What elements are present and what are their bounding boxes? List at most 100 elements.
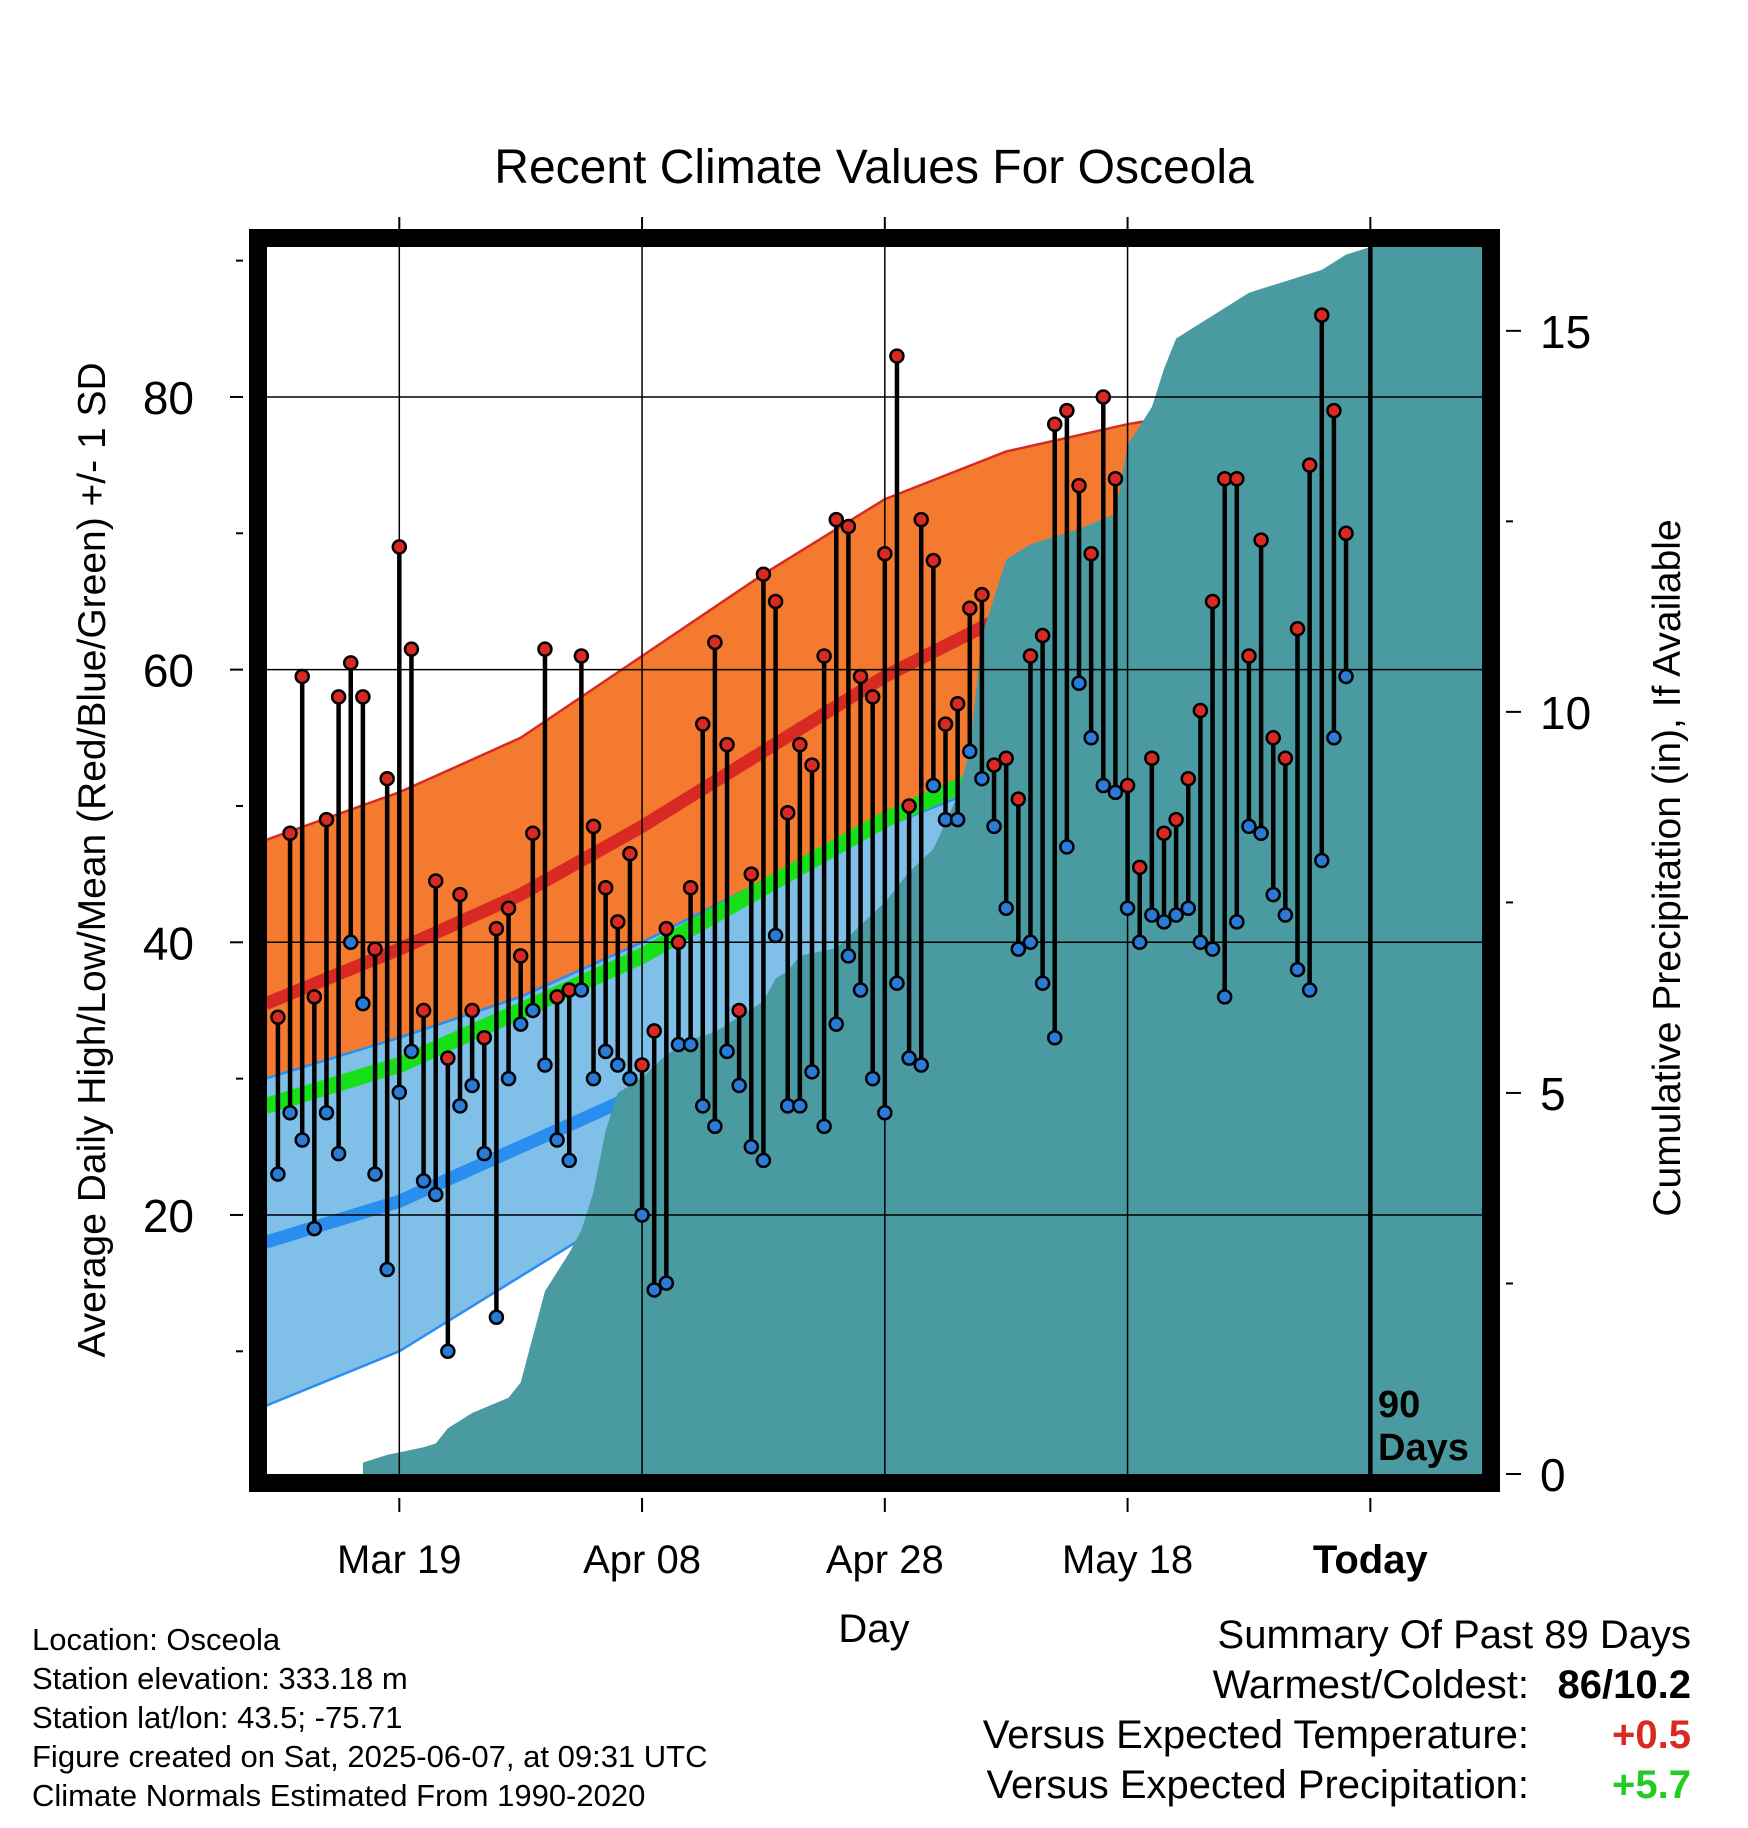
x-tick-label: Mar 19 [337,1538,462,1582]
daily-high-point [330,689,347,705]
x-tick-label: May 18 [1062,1538,1193,1582]
warm-cold-value: 86/10.2 [1557,1663,1691,1707]
daily-low-point [403,1043,420,1060]
plot-area [267,247,1482,1474]
y-tick-label: 40 [143,917,194,969]
elevation-text: Station elevation: 333.18 m [32,1661,408,1696]
temp-vs-expected-value: +0.5 [1612,1713,1691,1757]
daily-high-point [646,1023,662,1039]
daily-high-point [913,511,929,528]
daily-low-point [1253,825,1269,841]
daily-low-point [986,818,1002,835]
daily-low-point [537,1057,553,1073]
daily-high-point [573,648,590,664]
summary-panel: Summary Of Past 89 Days Warmest/Coldest:… [983,1610,1691,1810]
plot-frame [249,229,1500,1492]
daily-high-point [355,689,371,705]
daily-low-point [864,1070,881,1087]
created-text: Figure created on Sat, 2025-06-07, at 09… [32,1739,708,1774]
daily-low-point [1180,900,1197,916]
daily-low-point [925,777,942,794]
daily-low-point [767,927,784,944]
daily-high-point [1095,389,1112,405]
daily-high-point [549,989,565,1005]
daily-low-point [852,982,869,998]
daily-low-point [707,1118,723,1135]
daily-low-point [379,1261,395,1278]
summary-title: Summary Of Past 89 Days [1217,1613,1691,1657]
daily-high-point [1204,593,1221,610]
daily-high-point [306,989,323,1005]
daily-high-point [755,566,772,582]
daily-high-point [1071,477,1087,494]
daily-low-point [452,1098,468,1114]
daily-low-point [816,1118,832,1135]
x-tick-label: Apr 08 [583,1538,701,1582]
daily-high-point [986,757,1002,773]
y-axis-right: 0 5 10 15 [1506,306,1591,1501]
station-info: Location: Osceola Station elevation: 333… [32,1620,708,1815]
daily-high-point [1180,770,1197,787]
daily-high-point [318,811,335,828]
daily-high-point [682,880,699,896]
daily-high-point [719,736,735,753]
daily-low-point [343,934,359,951]
daily-high-point [1010,791,1027,807]
daily-low-point [792,1098,808,1114]
daily-high-point [525,825,541,841]
daily-high-point [610,914,626,930]
location-text: Location: Osceola [32,1622,281,1657]
daily-low-point [1095,777,1112,794]
daily-low-point [391,1084,408,1101]
y-tick-label: 20 [143,1190,194,1242]
daily-low-point [1326,730,1342,746]
daily-low-point [1034,975,1051,991]
x-axis-label: Day [838,1607,909,1651]
daily-high-point [379,770,395,787]
y2-tick-label: 15 [1540,306,1591,358]
daily-high-point [440,1050,456,1066]
daily-low-point [998,900,1014,916]
daily-high-point [743,866,760,882]
daily-high-point [658,920,675,937]
daily-low-point [1216,989,1233,1005]
daily-high-point [816,648,832,664]
daily-low-point [1301,982,1318,998]
plot-border [249,229,1500,1492]
y-tick-label: 80 [143,372,194,424]
daily-high-point [998,750,1014,766]
daily-low-point [1204,941,1221,957]
daily-low-point [355,995,371,1012]
daily-low-point [512,1016,529,1032]
daily-low-point [1265,886,1281,903]
daily-low-point [719,1043,735,1060]
daily-high-point [877,546,893,562]
daily-low-point [1059,839,1075,855]
y2-tick-label: 0 [1540,1449,1566,1501]
daily-high-point [1034,627,1051,644]
daily-high-point [500,900,517,916]
today-days-label-line1: 90 [1378,1384,1420,1426]
daily-high-point [597,880,614,896]
daily-high-point [1144,750,1160,766]
daily-low-point [634,1207,650,1223]
daily-low-point [597,1043,614,1060]
daily-low-point [1277,907,1294,923]
daily-low-point [731,1077,747,1094]
daily-high-point [864,689,881,705]
daily-low-point [1022,934,1039,951]
daily-low-point [294,1132,310,1148]
daily-high-point [294,668,310,685]
daily-range-bars [270,307,1354,1360]
daily-low-point [840,948,857,964]
daily-low-point [1314,852,1330,869]
daily-high-point [1168,811,1184,828]
daily-high-point [694,716,711,732]
daily-high-point [1131,859,1148,876]
daily-high-point [962,600,978,617]
y-axis-label: Average Daily High/Low/Mean (Red/Blue/Gr… [71,362,114,1357]
daily-low-point [1119,900,1136,916]
daily-low-point [330,1145,347,1162]
daily-low-point [1229,914,1245,930]
